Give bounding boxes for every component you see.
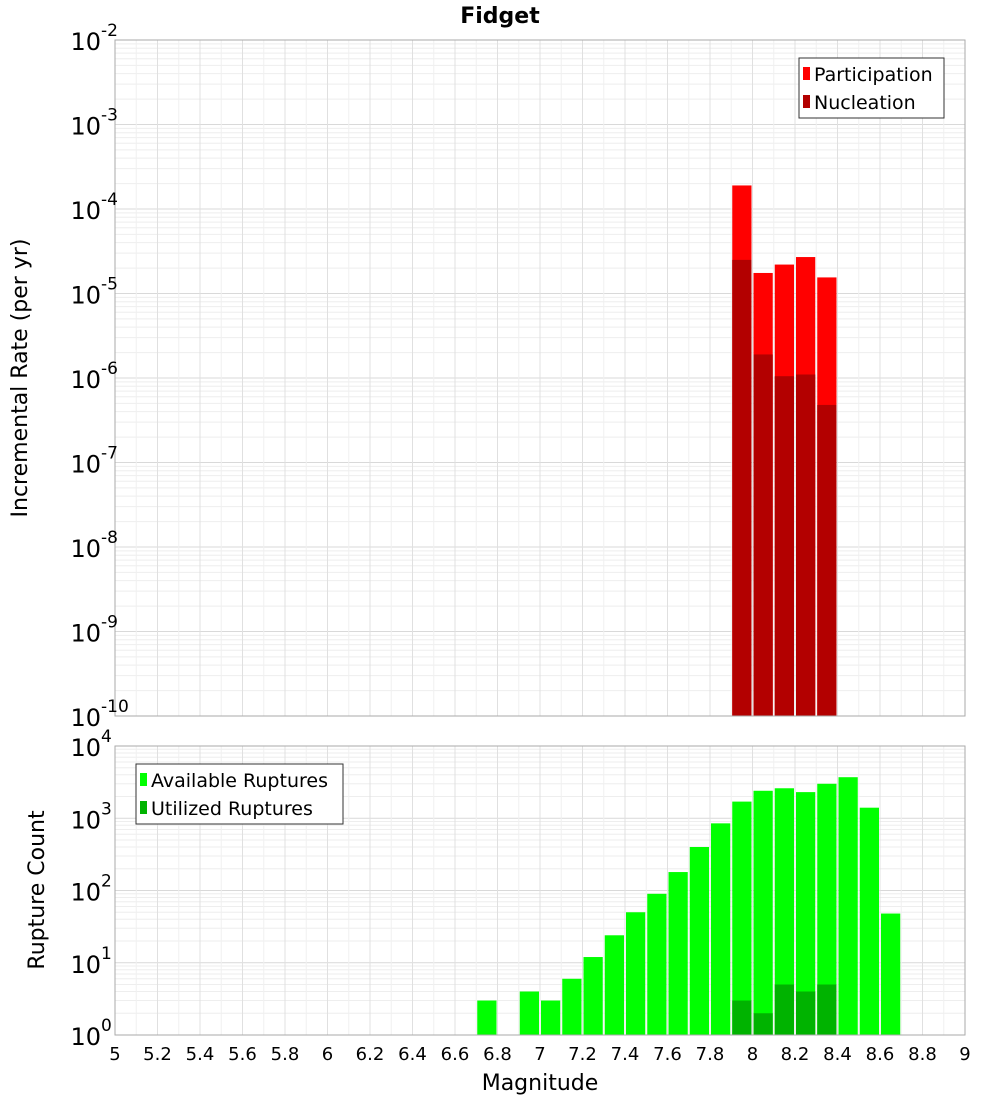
bottom-legend-swatch xyxy=(140,801,147,814)
x-tick-label: 8.8 xyxy=(908,1044,937,1065)
top-bar-nucleation xyxy=(732,259,752,716)
x-tick-label: 5.4 xyxy=(186,1044,215,1065)
bottom-bar-available-ruptures xyxy=(689,847,709,1035)
top-y-tick-exponent: -10 xyxy=(101,697,129,717)
top-y-tick-label: 10 xyxy=(70,28,101,56)
x-tick-label: 5.6 xyxy=(228,1044,257,1065)
bottom-y-tick-exponent: 2 xyxy=(101,872,112,892)
bottom-bar-available-ruptures xyxy=(817,783,837,1035)
top-legend-swatch xyxy=(803,67,810,80)
top-y-tick-exponent: -7 xyxy=(101,444,118,464)
bottom-bar-available-ruptures xyxy=(881,913,901,1035)
bottom-legend-swatch xyxy=(140,773,147,786)
x-tick-label: 8 xyxy=(747,1044,758,1065)
bottom-y-tick-exponent: 3 xyxy=(101,799,112,819)
bottom-bar-available-ruptures xyxy=(753,790,773,1035)
bottom-y-tick-label: 10 xyxy=(70,806,101,834)
bottom-y-tick-label: 10 xyxy=(70,951,101,979)
x-tick-label: 6 xyxy=(322,1044,333,1065)
chart-title: Fidget xyxy=(460,4,540,29)
top-y-tick-label: 10 xyxy=(70,704,101,732)
bottom-y-axis-label: Rupture Count xyxy=(25,810,50,970)
bottom-plot-frame xyxy=(114,745,966,1036)
bottom-y-tick-label: 10 xyxy=(70,879,101,907)
x-tick-label: 8.4 xyxy=(823,1044,852,1065)
top-y-tick-exponent: -2 xyxy=(101,21,118,41)
x-tick-label: 7.6 xyxy=(653,1044,682,1065)
top-bar-nucleation xyxy=(796,374,816,716)
top-bar-nucleation xyxy=(774,376,794,716)
top-y-tick-label: 10 xyxy=(70,366,101,394)
bottom-legend xyxy=(135,763,344,825)
bottom-bar-available-ruptures xyxy=(732,801,752,1035)
x-tick-label: 6.2 xyxy=(356,1044,385,1065)
bottom-y-tick-label: 10 xyxy=(70,734,101,762)
x-tick-label: 9 xyxy=(959,1044,970,1065)
x-tick-label: 7.8 xyxy=(696,1044,725,1065)
bottom-bar-available-ruptures xyxy=(711,823,731,1035)
bottom-y-tick-exponent: 4 xyxy=(101,727,112,747)
bottom-y-tick-exponent: 0 xyxy=(101,1016,112,1036)
bottom-bar-utilized-ruptures xyxy=(796,991,816,1035)
bottom-y-tick-label: 10 xyxy=(70,1023,101,1051)
top-legend xyxy=(798,57,945,119)
top-y-axis-label: Incremental Rate (per yr) xyxy=(8,239,33,518)
top-legend-swatch xyxy=(803,95,810,108)
x-axis-label: Magnitude xyxy=(482,1071,599,1096)
top-y-tick-label: 10 xyxy=(70,113,101,141)
bottom-bar-available-ruptures xyxy=(668,872,688,1035)
bottom-bar-available-ruptures xyxy=(647,893,667,1035)
top-plot-frame xyxy=(114,39,966,717)
bottom-y-tick-exponent: 1 xyxy=(101,944,112,964)
bottom-bar-available-ruptures xyxy=(541,1000,561,1035)
bottom-bar-available-ruptures xyxy=(774,788,794,1035)
top-y-tick-label: 10 xyxy=(70,451,101,479)
top-bar-nucleation xyxy=(817,404,837,716)
bottom-bar-available-ruptures xyxy=(859,807,879,1035)
top-y-tick-exponent: -9 xyxy=(101,613,118,633)
bottom-bar-available-ruptures xyxy=(519,991,539,1035)
top-y-tick-label: 10 xyxy=(70,535,101,563)
top-legend-label: Participation xyxy=(814,64,933,86)
bottom-bar-available-ruptures xyxy=(562,978,582,1035)
top-y-tick-exponent: -4 xyxy=(101,190,118,210)
bottom-bar-utilized-ruptures xyxy=(774,984,794,1035)
x-tick-label: 8.2 xyxy=(781,1044,810,1065)
top-legend-label: Nucleation xyxy=(814,92,916,114)
x-tick-label: 5 xyxy=(109,1044,120,1065)
x-tick-label: 6.8 xyxy=(483,1044,512,1065)
bottom-bar-available-ruptures xyxy=(477,1000,497,1035)
top-y-tick-exponent: -6 xyxy=(101,359,118,379)
bottom-bar-available-ruptures xyxy=(796,792,816,1035)
bottom-bar-available-ruptures xyxy=(626,912,646,1035)
bottom-bar-utilized-ruptures xyxy=(732,1000,752,1035)
x-tick-label: 5.8 xyxy=(271,1044,300,1065)
x-tick-label: 6.4 xyxy=(398,1044,427,1065)
top-y-tick-label: 10 xyxy=(70,282,101,310)
x-tick-label: 6.6 xyxy=(441,1044,470,1065)
x-tick-label: 8.6 xyxy=(866,1044,895,1065)
top-y-tick-exponent: -3 xyxy=(101,106,118,126)
bottom-bar-available-ruptures xyxy=(583,957,603,1035)
bottom-bar-available-ruptures xyxy=(838,777,858,1035)
bottom-bar-utilized-ruptures xyxy=(753,1013,773,1035)
bottom-bar-available-ruptures xyxy=(604,935,624,1035)
bottom-legend-label: Available Ruptures xyxy=(151,770,328,792)
top-y-tick-exponent: -8 xyxy=(101,528,118,548)
x-tick-label: 7.4 xyxy=(611,1044,640,1065)
top-y-tick-label: 10 xyxy=(70,620,101,648)
x-tick-label: 5.2 xyxy=(143,1044,172,1065)
x-tick-label: 7 xyxy=(534,1044,545,1065)
top-y-tick-exponent: -5 xyxy=(101,275,118,295)
top-y-tick-label: 10 xyxy=(70,197,101,225)
x-tick-label: 7.2 xyxy=(568,1044,597,1065)
top-bar-nucleation xyxy=(753,354,773,716)
bottom-legend-label: Utilized Ruptures xyxy=(151,798,313,820)
bottom-bar-utilized-ruptures xyxy=(817,984,837,1035)
